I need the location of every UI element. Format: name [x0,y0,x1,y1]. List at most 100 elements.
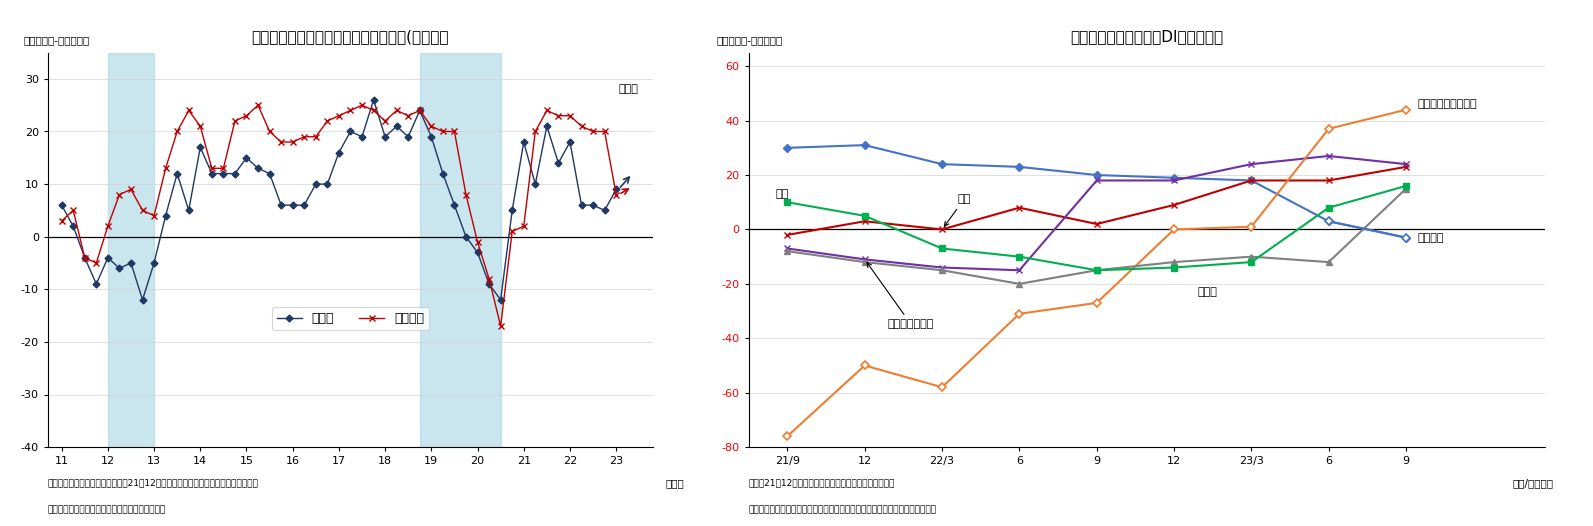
製造業 [225,170,244,177]
Title: 主な業種別の業況判断DI（大企業）: 主な業種別の業況判断DI（大企業） [1070,29,1223,45]
非製造業 [572,123,591,129]
非製造業 [237,113,256,119]
Text: 先行き: 先行き [618,84,639,95]
非製造業 [75,255,94,261]
製造業 [550,160,569,166]
非製造業 [607,191,626,198]
非製造業 [306,134,325,140]
非製造業 [550,113,569,119]
製造業 [110,265,129,271]
製造業 [398,134,417,140]
非製造業 [156,165,175,171]
製造業 [317,181,336,187]
非製造業 [330,113,349,119]
非製造業 [526,128,545,135]
製造業 [156,213,175,219]
製造業 [202,170,221,177]
非製造業 [596,128,615,135]
非製造業 [561,113,580,119]
非製造業 [365,107,384,114]
非製造業 [515,223,534,229]
製造業 [457,234,476,240]
非製造業 [145,213,164,219]
非製造業 [468,239,487,245]
製造業 [75,255,94,261]
製造業 [191,144,210,150]
Text: 電気機械: 電気機械 [1418,232,1445,242]
非製造業 [271,139,290,145]
製造業 [352,134,371,140]
製造業 [260,170,279,177]
非製造業 [317,118,336,124]
Text: 宿泊・飲食サービス: 宿泊・飲食サービス [1418,99,1477,109]
非製造業 [64,207,83,214]
Text: （「良い」-「悪い」）: （「良い」-「悪い」） [717,35,784,45]
Text: （年/月調査）: （年/月調査） [1512,479,1553,489]
Text: （資料）日本銀行「全国企業短期経済観測調査」: （資料）日本銀行「全国企業短期経済観測調査」 [48,505,166,514]
Text: 対個人サービス: 対個人サービス [867,262,933,329]
製造業 [444,202,464,208]
製造業 [422,134,441,140]
Legend: 製造業, 非製造業: 製造業, 非製造業 [272,307,429,330]
非製造業 [167,128,186,135]
製造業 [284,202,303,208]
Text: （注）シャドーは景気後退期間、21年12月調査以降は調査対象見直し後の新ベース: （注）シャドーは景気後退期間、21年12月調査以降は調査対象見直し後の新ベース [48,479,258,488]
非製造業 [121,186,140,193]
製造業 [64,223,83,229]
製造業 [561,139,580,145]
Bar [421,53,500,447]
非製造業 [284,139,303,145]
非製造業 [537,107,556,114]
製造業 [249,165,268,171]
製造業 [295,202,314,208]
製造業 [491,297,510,303]
製造業 [237,155,256,161]
製造業 [121,260,140,266]
製造業 [99,255,118,261]
製造業 [330,149,349,156]
Line: 製造業: 製造業 [59,97,618,302]
製造業 [572,202,591,208]
製造業 [411,107,430,114]
非製造業 [191,123,210,129]
製造業 [607,186,626,193]
製造業 [387,123,406,129]
製造業 [433,170,452,177]
非製造業 [503,228,523,235]
Title: 景況感は製造業・非製造業ともに改善(大企業）: 景況感は製造業・非製造業ともに改善(大企業） [252,29,449,45]
非製造業 [99,223,118,229]
製造業 [53,202,72,208]
製造業 [515,139,534,145]
非製造業 [398,113,417,119]
非製造業 [225,118,244,124]
非製造業 [422,123,441,129]
製造業 [365,97,384,103]
非製造業 [387,107,406,114]
Text: （資料）日本銀行「全国企業短期経済観測調査」よりニッセイ基礎研究所作成: （資料）日本銀行「全国企業短期経済観測調査」よりニッセイ基礎研究所作成 [749,505,937,514]
製造業 [503,207,523,214]
製造業 [167,170,186,177]
製造業 [537,123,556,129]
非製造業 [110,191,129,198]
非製造業 [352,102,371,108]
Text: 小売: 小売 [945,194,970,226]
製造業 [596,207,615,214]
Text: 自動車: 自動車 [1198,287,1217,297]
非製造業 [457,191,476,198]
Text: （年）: （年） [666,479,683,489]
非製造業 [53,218,72,224]
非製造業 [86,260,105,266]
Text: 食品: 食品 [776,189,789,199]
製造業 [86,281,105,287]
非製造業 [444,128,464,135]
非製造業 [202,165,221,171]
製造業 [376,134,395,140]
製造業 [341,128,360,135]
Bar [108,53,155,447]
製造業 [213,170,233,177]
非製造業 [479,276,499,282]
Line: 非製造業: 非製造業 [59,102,620,330]
非製造業 [341,107,360,114]
製造業 [145,260,164,266]
製造業 [271,202,290,208]
